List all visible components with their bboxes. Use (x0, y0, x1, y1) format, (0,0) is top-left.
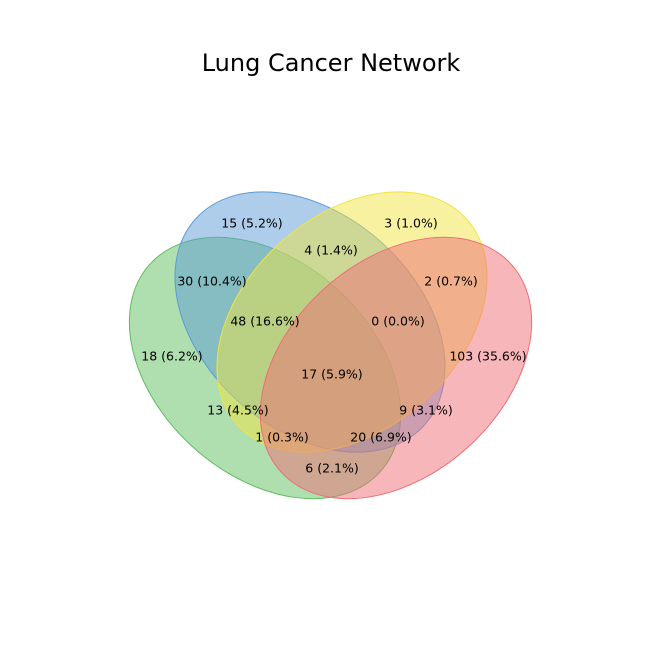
region-label-green-yellow-red: 1 (0.3%) (255, 430, 308, 445)
region-label-blue-green-yellow: 48 (16.6%) (230, 314, 299, 329)
region-label-blue-yellow: 4 (1.4%) (304, 243, 357, 258)
venn-set-red (259, 236, 533, 500)
region-label-red: 103 (35.6%) (449, 349, 526, 364)
region-label-blue-green-yellow-red: 17 (5.9%) (301, 367, 362, 382)
region-label-blue-red: 9 (3.1%) (399, 403, 452, 418)
region-label-green-yellow: 13 (4.5%) (207, 403, 268, 418)
region-label-yellow: 3 (1.0%) (384, 216, 437, 231)
region-label-blue-green-red: 20 (6.9%) (350, 430, 411, 445)
region-label-yellow-red: 2 (0.7%) (424, 274, 477, 289)
region-label-blue: 15 (5.2%) (221, 216, 282, 231)
region-label-green: 18 (6.2%) (141, 349, 202, 364)
region-label-blue-green: 30 (10.4%) (177, 274, 246, 289)
venn-sets (128, 191, 533, 500)
venn-region-labels: 15 (5.2%) 4 (1.4%) 3 (1.0%) 30 (10.4%) 2 (0.… (141, 216, 526, 476)
region-label-blue-yellow-red: 0 (0.0%) (371, 314, 424, 329)
region-label-green-red: 6 (2.1%) (305, 461, 358, 476)
chart-title: Lung Cancer Network (202, 49, 461, 77)
